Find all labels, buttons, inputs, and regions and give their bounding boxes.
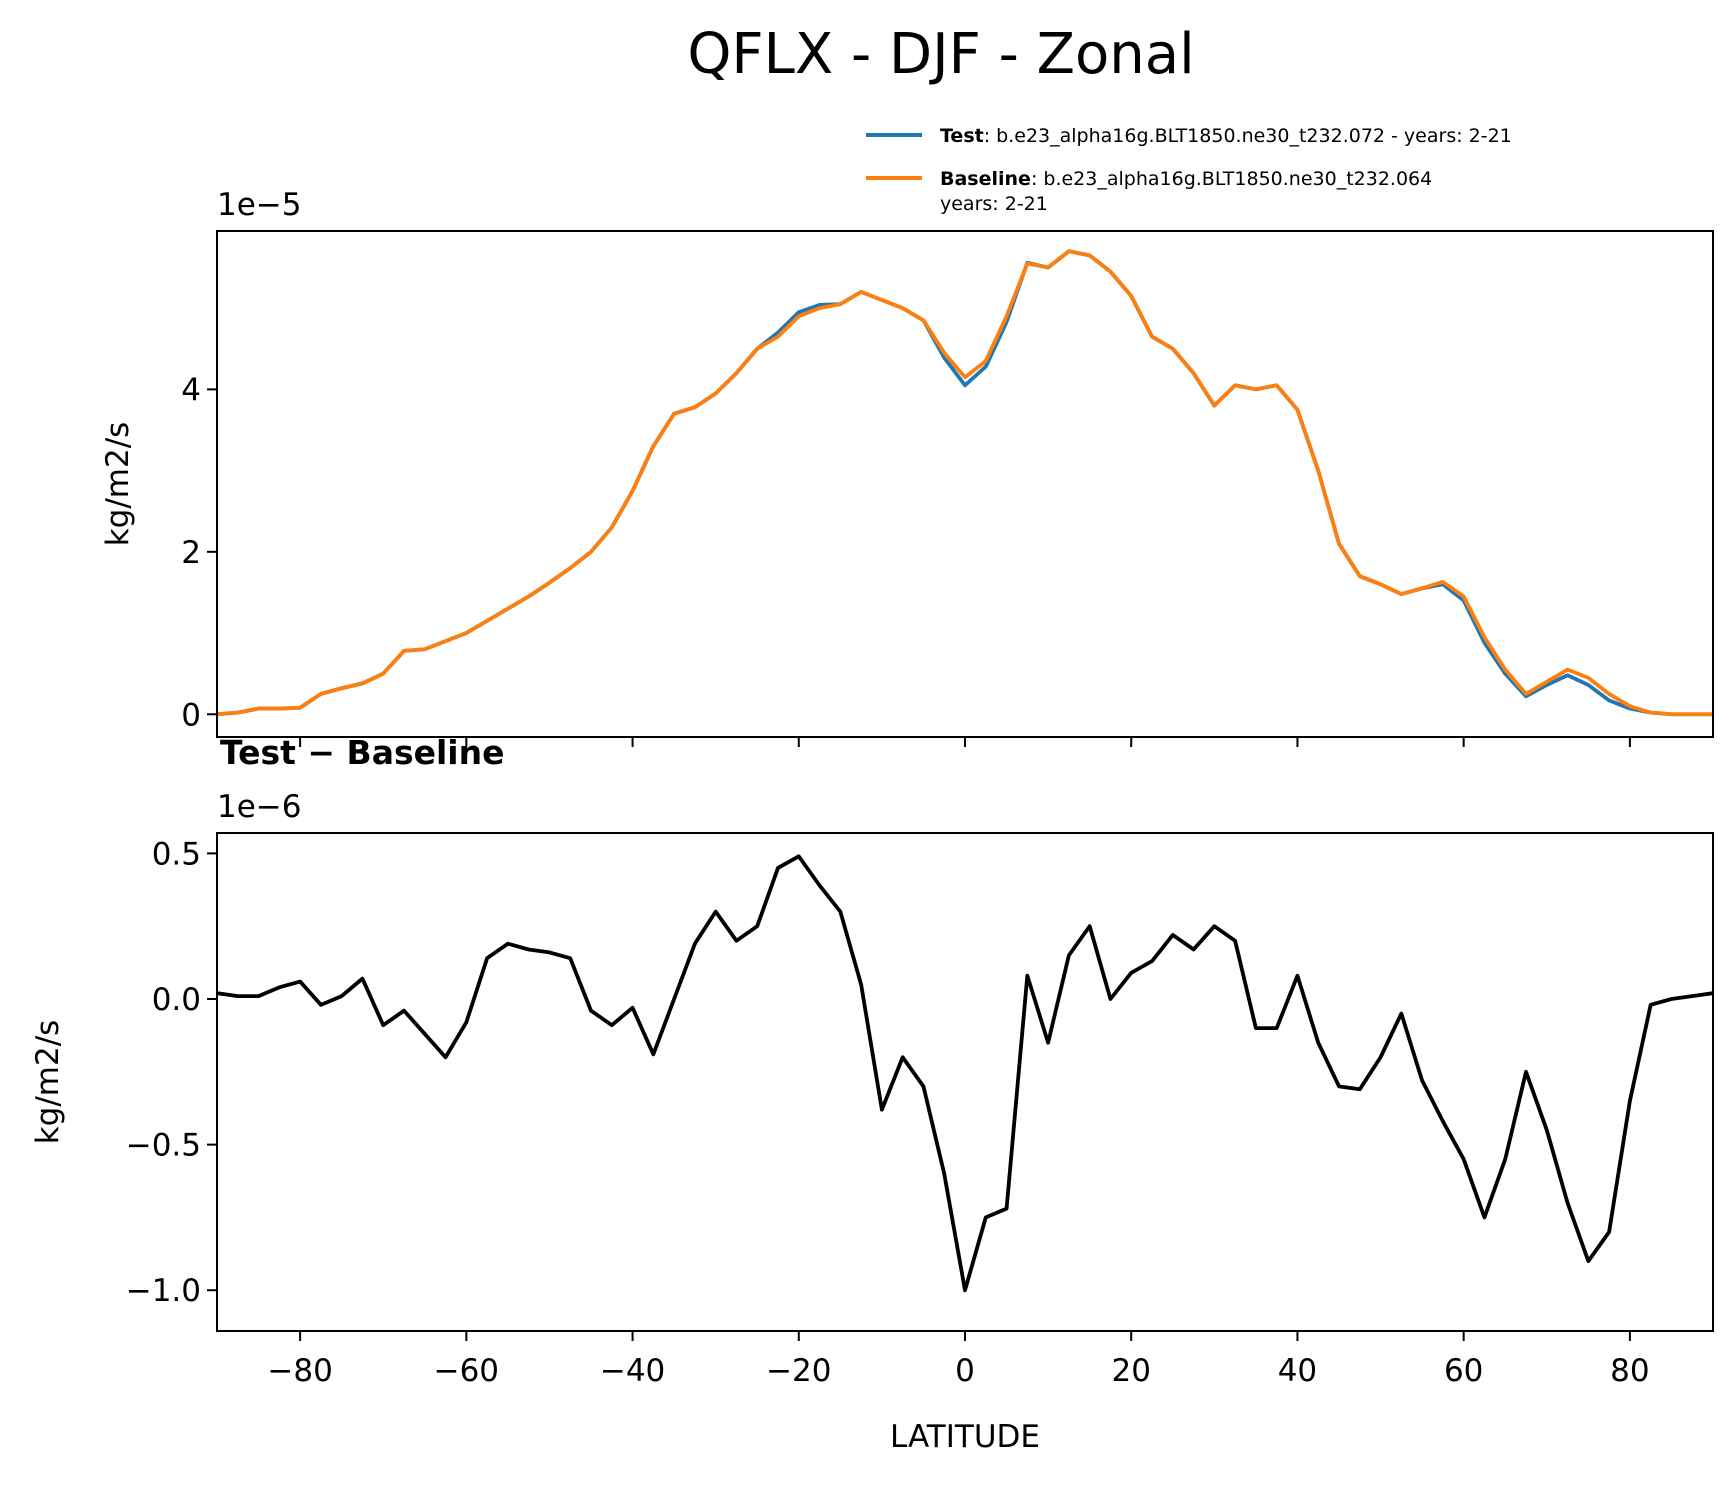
legend-detail: years: 2-21	[940, 193, 1048, 215]
subplot-title: Test − Baseline	[220, 733, 505, 772]
x-tick-label: 60	[1444, 1353, 1483, 1389]
offset-text: 1e−6	[217, 789, 302, 825]
x-tick-label: 40	[1278, 1353, 1317, 1389]
y-tick-label: 0	[181, 697, 201, 733]
legend-name: Test	[940, 125, 984, 147]
y-axis-label: kg/m2/s	[30, 1020, 66, 1145]
y-tick-label: 0.5	[152, 836, 201, 872]
legend-detail: : b.e23_alpha16g.BLT1850.ne30_t232.072 -…	[984, 125, 1512, 147]
series-line	[217, 854, 1713, 1293]
x-tick-label: −60	[434, 1353, 499, 1389]
legend-detail: : b.e23_alpha16g.BLT1850.ne30_t232.064	[1031, 168, 1432, 190]
y-tick-label: −1.0	[126, 1273, 201, 1309]
offset-text: 1e−5	[217, 187, 302, 223]
legend-name: Baseline	[940, 168, 1031, 190]
x-tick-label: 20	[1111, 1353, 1150, 1389]
x-axis-label: LATITUDE	[890, 1419, 1040, 1455]
y-tick-label: 0.0	[152, 982, 201, 1018]
series-line	[217, 249, 1713, 717]
y-axis-label: kg/m2/s	[100, 422, 136, 547]
y-tick-label: 4	[181, 372, 201, 408]
x-tick-label: 0	[955, 1353, 975, 1389]
x-tick-label: −80	[267, 1353, 332, 1389]
x-tick-label: −20	[766, 1353, 831, 1389]
y-tick-label: −0.5	[126, 1128, 201, 1164]
legend-entry: Test: b.e23_alpha16g.BLT1850.ne30_t232.0…	[940, 125, 1512, 147]
legend-entry: Baseline: b.e23_alpha16g.BLT1850.ne30_t2…	[940, 168, 1432, 190]
figure-title: QFLX - DJF - Zonal	[687, 22, 1194, 87]
y-tick-label: 2	[181, 535, 201, 571]
plot-frame	[216, 832, 1714, 1332]
x-tick-label: 80	[1610, 1353, 1649, 1389]
plot-frame	[216, 230, 1714, 738]
x-tick-label: −40	[600, 1353, 665, 1389]
